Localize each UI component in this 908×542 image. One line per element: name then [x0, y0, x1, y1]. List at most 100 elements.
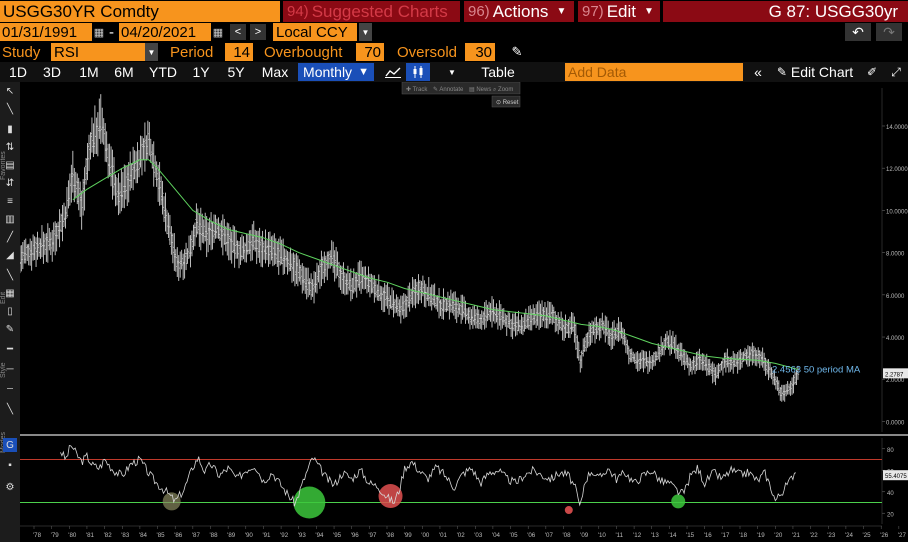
table-button[interactable]: Table [481, 64, 515, 80]
timeframe-1m[interactable]: 1M [79, 64, 99, 80]
calendar-icon[interactable]: ▦ [93, 26, 105, 39]
oversold-field[interactable]: 30 [465, 43, 495, 61]
x-tick-label: '87 [192, 532, 201, 539]
timeframe-1d[interactable]: 1D [9, 64, 27, 80]
redo-icon[interactable]: ↷ [876, 23, 902, 41]
fib-icon[interactable]: ≡ [7, 195, 13, 207]
mode-icon[interactable]: ▪ [8, 459, 12, 471]
menu-number: 97) [582, 3, 604, 20]
mode-icon[interactable]: G [3, 438, 17, 452]
tool-icon[interactable]: ╲ [6, 269, 14, 281]
x-tick-label: '91 [262, 532, 271, 539]
pencil-icon: ✎ [776, 65, 787, 79]
chart-type-dropdown-icon[interactable]: ▼ [448, 67, 456, 77]
caret-down-icon: ▼ [358, 66, 369, 78]
timeframe-5y[interactable]: 5Y [227, 64, 245, 80]
edit-icon[interactable]: ✐ [866, 65, 878, 79]
price-tick-label: 6.0000 [886, 294, 905, 300]
track-button[interactable]: ✚ Track [406, 86, 428, 93]
x-tick-label: '88 [210, 532, 219, 539]
x-tick-label: '27 [898, 532, 907, 539]
overbought-field[interactable]: 70 [356, 43, 384, 61]
tool-icon[interactable]: ▯ [7, 305, 13, 317]
study-select[interactable]: RSI [51, 43, 145, 61]
edit-chart-label: Edit Chart [790, 64, 854, 80]
next-period-button[interactable]: > [250, 24, 266, 40]
zoom-button[interactable]: ⌕ Zoom [493, 87, 513, 93]
actions-menu[interactable]: 96) Actions ▼ [464, 1, 574, 22]
left-toolbar: ↖ ╲ Favorites ▮ ⇅ ▤ ⇵ ≡ ▥ ╱ ◢ Edit ╲ ▦ ▯… [0, 82, 20, 542]
double-chevron-left-icon[interactable]: « [754, 64, 762, 80]
actions-label: Actions [492, 1, 549, 21]
news-button[interactable]: ▤ News [469, 87, 491, 93]
timeframe-1y[interactable]: 1Y [192, 64, 210, 80]
tool-icon[interactable]: ▤ [5, 159, 15, 171]
line-tool-icon[interactable]: ╲ [6, 103, 14, 115]
expand-icon[interactable]: ⤢ [891, 64, 901, 79]
prev-period-button[interactable]: < [230, 24, 246, 40]
frequency-select[interactable]: Monthly ▼ [298, 63, 374, 81]
timeframe-max[interactable]: Max [261, 64, 289, 80]
tool-icon[interactable]: ✎ [5, 323, 15, 335]
mini-toolbar: ✚ Track ✎ Annotate ▤ News ⌕ Zoom ⊙ Reset [401, 82, 521, 108]
pencil-icon[interactable]: ✎ [511, 44, 523, 59]
last-price-value: 2.2787 [885, 372, 904, 378]
tool-icon[interactable]: ⇵ [5, 177, 15, 189]
rsi-line [60, 444, 797, 507]
frequency-label: Monthly [303, 64, 353, 80]
signal-circle [378, 484, 403, 509]
tool-icon[interactable]: ▦ [5, 287, 15, 299]
price-pane: 14.0000 12.0000 10.0000 8.0000 6.0000 4.0000 2… [20, 88, 908, 432]
x-axis: '78 '79 '80 '81 '82 '83 '84 '85 '86 '87 '88 '89 '90 '… [20, 525, 907, 539]
tool-icon[interactable]: ◢ [6, 249, 14, 261]
edit-chart-button[interactable]: ✎ Edit Chart [772, 63, 858, 81]
study-dropdown-icon[interactable]: ▼ [145, 43, 158, 61]
x-tick-label: '18 [739, 532, 748, 539]
period-field[interactable]: 14 [225, 43, 253, 61]
ticker-field[interactable]: USGG30YR Comdty [0, 1, 280, 22]
edit-label: Edit [606, 1, 636, 21]
period-label: Period [170, 43, 214, 61]
tool-icon[interactable]: ╲ [6, 403, 14, 415]
candle-icon[interactable] [406, 63, 430, 81]
timeframe-3d[interactable]: 3D [43, 64, 61, 80]
x-tick-label: '78 [33, 532, 42, 539]
suggested-charts-menu[interactable]: 94) Suggested Charts [283, 1, 460, 22]
x-tick-label: '10 [598, 532, 607, 539]
line-chart-icon[interactable] [381, 63, 405, 81]
cursor-icon[interactable]: ↖ [5, 85, 15, 97]
x-tick-label: '05 [510, 532, 519, 539]
x-tick-label: '99 [404, 532, 413, 539]
study-label: Study [2, 43, 41, 61]
rsi-tick-label: 40 [887, 491, 894, 497]
currency-select[interactable]: Local CCY [273, 23, 357, 41]
tool-icon[interactable]: ▮ [7, 123, 13, 135]
reset-button[interactable] [491, 95, 521, 108]
x-tick-label: '84 [139, 532, 148, 539]
tool-icon[interactable]: ⇅ [5, 141, 15, 153]
gear-icon[interactable]: ⚙ [5, 481, 15, 493]
tool-icon[interactable]: ─ [6, 363, 14, 375]
timeframe-6m[interactable]: 6M [114, 64, 134, 80]
menu-number: 96) [468, 3, 490, 20]
x-tick-label: '98 [386, 532, 395, 539]
date-separator: - [109, 23, 114, 41]
x-tick-label: '96 [351, 532, 360, 539]
x-tick-label: '00 [421, 532, 430, 539]
signal-circle [564, 506, 573, 515]
currency-dropdown-icon[interactable]: ▼ [359, 23, 372, 41]
edit-menu[interactable]: 97) Edit ▼ [578, 1, 660, 22]
add-data-field[interactable]: Add Data [565, 63, 743, 81]
tool-icon[interactable]: ━ [6, 343, 14, 355]
annotate-button[interactable]: ✎ Annotate [433, 86, 464, 93]
brush-icon[interactable]: ╱ [6, 231, 14, 243]
calendar-icon[interactable]: ▦ [212, 26, 224, 39]
price-tick-label: 0.0000 [886, 420, 905, 426]
end-date-field[interactable]: 04/20/2021 [119, 23, 211, 41]
undo-icon[interactable]: ↶ [845, 23, 871, 41]
chart-area[interactable]: 14.0000 12.0000 10.0000 8.0000 6.0000 4.0000 2… [20, 82, 908, 542]
timeframe-ytd[interactable]: YTD [149, 64, 177, 80]
tool-icon[interactable]: ┄ [6, 383, 14, 395]
start-date-field[interactable]: 01/31/1991 [0, 23, 92, 41]
tool-icon[interactable]: ▥ [5, 213, 15, 225]
